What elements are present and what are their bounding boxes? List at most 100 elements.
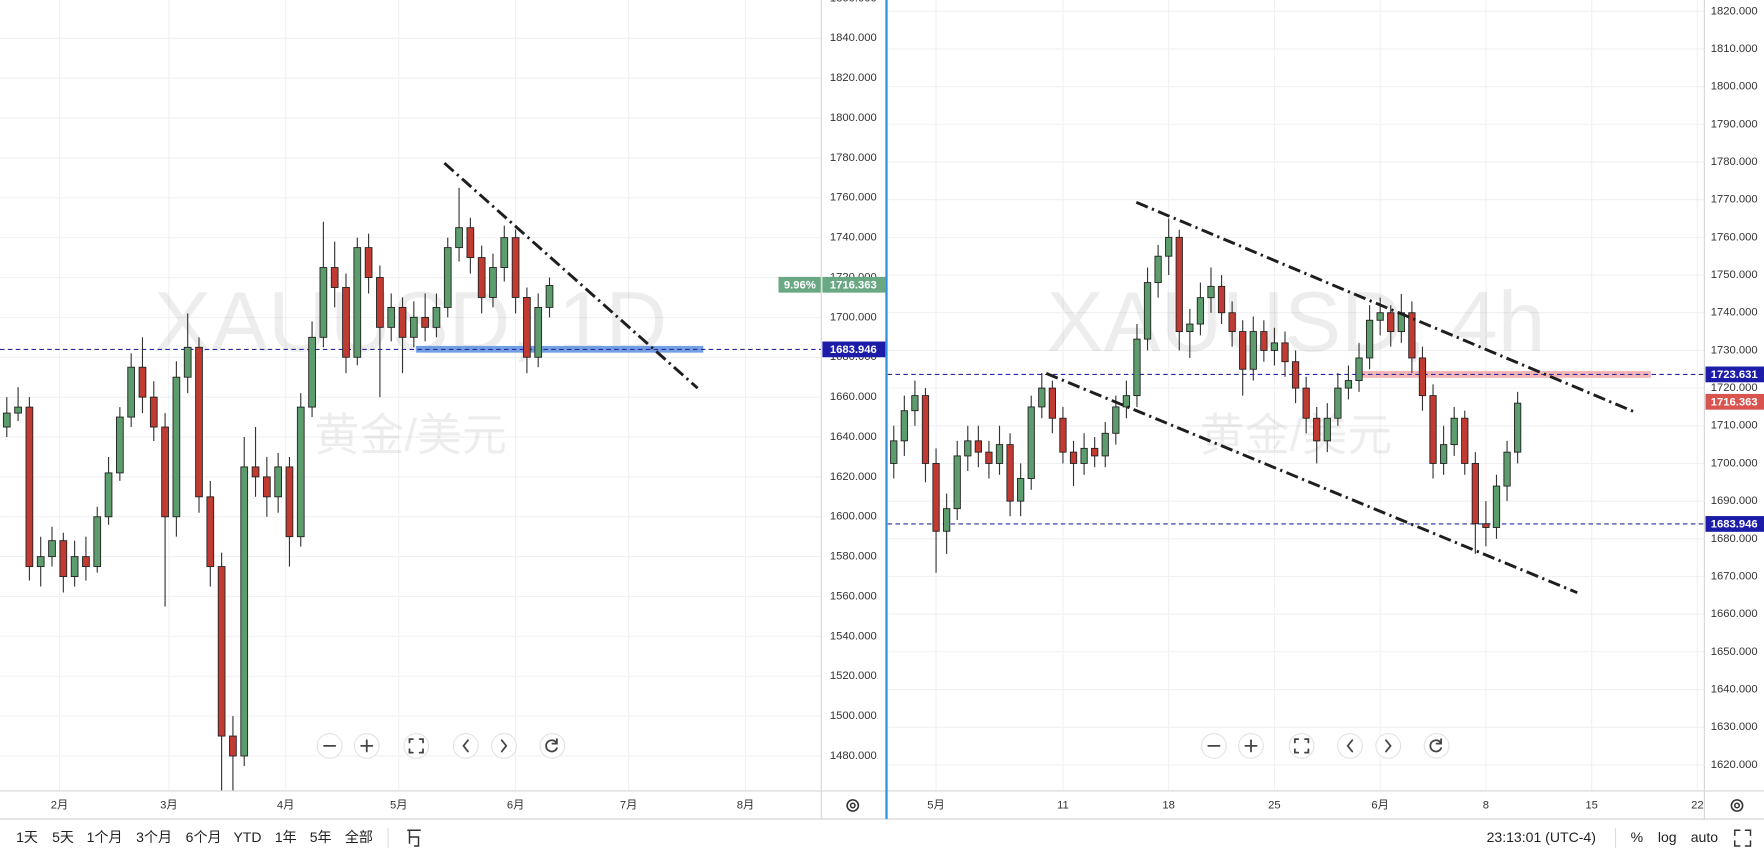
candle-body <box>1323 417 1331 442</box>
candle-body <box>911 395 919 412</box>
x-tick-label: 11 <box>1057 799 1069 811</box>
y-tick-label: 1620.000 <box>1711 759 1758 771</box>
candle-body <box>364 247 373 278</box>
range-button[interactable]: YTD <box>233 829 261 845</box>
change-marker <box>778 276 822 293</box>
candle-body <box>229 735 237 757</box>
x-tick-label: 8 <box>1483 799 1489 811</box>
candle-body <box>353 247 362 358</box>
candle-body <box>1334 387 1342 419</box>
candle-body <box>1006 444 1014 502</box>
watermark-subtitle: 黄金/美元 <box>1200 410 1393 461</box>
range-button[interactable]: 1天 <box>16 829 38 845</box>
candle-body <box>443 247 452 308</box>
candle-body <box>1112 406 1120 434</box>
price-marker-label: 1723.631 <box>1711 369 1758 381</box>
candle-body <box>455 227 463 249</box>
candle-body <box>890 440 898 464</box>
x-tick-label: 15 <box>1585 799 1598 811</box>
candle-body <box>1260 331 1268 351</box>
candle-body <box>1514 402 1522 453</box>
candle-body <box>466 227 475 259</box>
x-tick-label: 5月 <box>390 799 408 811</box>
candle-body <box>1143 282 1152 340</box>
candle-body <box>1249 331 1257 370</box>
candle-body <box>1492 485 1501 528</box>
candle-body <box>1059 417 1067 453</box>
candle-body <box>285 466 294 538</box>
nav-buttons[interactable] <box>316 732 1450 759</box>
range-button[interactable]: 1年 <box>275 829 297 845</box>
candle-body <box>1270 342 1279 351</box>
range-button[interactable]: 6个月 <box>186 829 222 845</box>
scale-option[interactable]: auto <box>1691 829 1719 845</box>
candle-body <box>36 556 45 568</box>
price-marker <box>1705 516 1764 532</box>
candle-body <box>1471 462 1479 525</box>
trend-line <box>1135 200 1638 415</box>
range-button[interactable]: 5天 <box>52 829 74 845</box>
candle-body <box>149 396 158 428</box>
y-tick-label: 1480.000 <box>830 750 877 762</box>
candle-body <box>1239 331 1247 370</box>
settings-icon[interactable] <box>846 799 1744 812</box>
x-tick-label: 8月 <box>737 799 755 811</box>
candle-body <box>932 462 940 532</box>
range-button[interactable]: 5年 <box>310 829 332 845</box>
candle-body <box>116 416 124 474</box>
candle-body <box>1175 236 1183 333</box>
fullscreen-icon[interactable] <box>1734 829 1752 847</box>
candle-body <box>296 406 305 538</box>
range-button[interactable]: 1个月 <box>87 829 123 845</box>
y-tick-label: 1580.000 <box>830 551 877 563</box>
candle-body <box>421 316 429 328</box>
scale-option[interactable]: % <box>1631 829 1644 845</box>
scale-option[interactable]: log <box>1658 829 1677 845</box>
y-tick-label: 1640.000 <box>1711 683 1758 695</box>
x-tick-label: 6月 <box>507 799 525 811</box>
candle-body <box>59 540 68 578</box>
price-marker <box>822 341 886 358</box>
y-tick-label: 1630.000 <box>1711 721 1758 733</box>
candle-body <box>1133 338 1141 397</box>
candle-body <box>240 466 249 757</box>
candle-body <box>545 285 554 308</box>
candle-body <box>1017 478 1025 502</box>
candle-body <box>1482 523 1490 528</box>
y-tick-label: 1660.000 <box>830 391 877 403</box>
candle-body <box>217 566 226 737</box>
candle-body <box>161 426 169 518</box>
candle-body <box>127 366 136 418</box>
y-tick-label: 1750.000 <box>1711 269 1758 281</box>
candle-body <box>183 346 192 378</box>
range-button[interactable]: 全部 <box>345 829 373 845</box>
watermark-subtitle: 黄金/美元 <box>314 410 507 461</box>
x-tick-label: 5月 <box>927 799 945 811</box>
y-tick-label: 1810.000 <box>1711 43 1758 55</box>
change-label: 9.96% <box>784 279 816 291</box>
candle-body <box>93 516 102 568</box>
candle-body <box>70 556 79 578</box>
x-tick-label: 25 <box>1268 799 1281 811</box>
x-tick-label: 3月 <box>160 799 178 811</box>
candle-body <box>985 451 993 464</box>
candle-body <box>953 455 961 510</box>
y-tick-label: 1840.000 <box>830 32 877 44</box>
candle-body <box>2 412 11 428</box>
y-tick-label: 1790.000 <box>1711 118 1758 130</box>
candle-body <box>25 406 34 568</box>
candle-body <box>319 267 328 338</box>
x-tick-label: 2月 <box>51 799 69 811</box>
candle-body <box>1408 312 1416 359</box>
x-tick-label: 7月 <box>620 799 638 811</box>
candle-body <box>1101 432 1109 457</box>
candle-body <box>1207 285 1215 299</box>
candle-body <box>1461 417 1469 464</box>
range-button[interactable]: 3个月 <box>136 829 172 845</box>
candle-body <box>974 440 982 453</box>
compare-icon[interactable] <box>407 829 421 847</box>
y-tick-label: 1740.000 <box>1711 307 1758 319</box>
